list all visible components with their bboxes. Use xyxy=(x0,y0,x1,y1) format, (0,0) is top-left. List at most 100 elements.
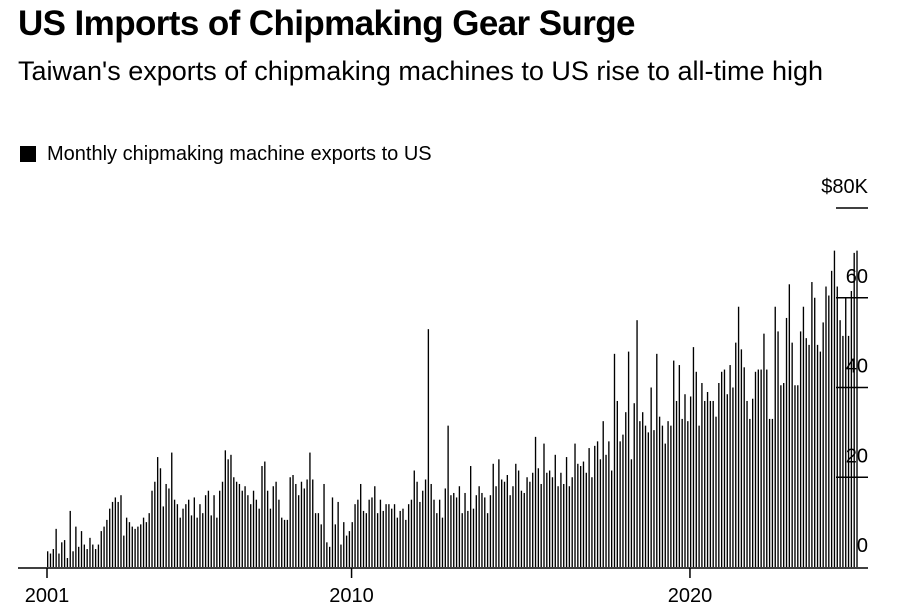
bar xyxy=(749,418,751,567)
bar xyxy=(419,501,421,567)
bar xyxy=(458,486,461,567)
bar xyxy=(650,387,652,567)
bar xyxy=(836,286,838,567)
bar xyxy=(145,522,148,568)
bar xyxy=(106,519,108,567)
bar xyxy=(286,519,289,567)
bar xyxy=(407,504,410,567)
bar xyxy=(365,513,368,567)
bar xyxy=(577,463,579,567)
bar xyxy=(235,481,238,567)
bar xyxy=(83,544,86,567)
bar xyxy=(278,499,280,567)
bar xyxy=(340,544,342,567)
bar xyxy=(295,483,297,567)
bar xyxy=(486,513,489,567)
bar xyxy=(763,333,765,567)
bar xyxy=(574,443,576,567)
bar xyxy=(794,385,796,567)
bar xyxy=(842,335,844,567)
bar xyxy=(526,477,528,567)
bar xyxy=(317,513,320,567)
bar xyxy=(484,497,486,567)
bar xyxy=(92,544,94,567)
bar xyxy=(61,542,63,567)
bar xyxy=(752,398,754,567)
bar xyxy=(670,425,672,567)
bar xyxy=(658,416,661,567)
bar xyxy=(159,468,162,567)
bar xyxy=(100,531,102,567)
bar xyxy=(503,481,506,567)
bar xyxy=(853,252,855,568)
bar xyxy=(509,495,511,567)
bar xyxy=(444,488,446,567)
bar xyxy=(292,475,294,567)
bar xyxy=(154,481,156,567)
bar xyxy=(289,477,291,567)
bar xyxy=(588,448,590,567)
bar xyxy=(735,342,737,568)
bar xyxy=(695,371,697,567)
bar xyxy=(162,506,164,567)
bar xyxy=(687,421,689,567)
bar xyxy=(185,504,187,567)
bar xyxy=(114,497,117,567)
bar xyxy=(512,486,514,567)
bar xyxy=(627,351,630,567)
bar xyxy=(450,495,452,567)
bar xyxy=(120,495,122,567)
bar xyxy=(314,513,317,567)
bar xyxy=(368,499,370,567)
bar xyxy=(188,499,190,567)
bar xyxy=(176,504,179,567)
bar xyxy=(207,490,210,567)
bar xyxy=(799,331,802,567)
bar xyxy=(565,457,568,567)
bar xyxy=(179,517,181,567)
bar xyxy=(599,459,602,567)
bar xyxy=(199,504,201,567)
bar xyxy=(828,295,830,567)
bar xyxy=(109,508,111,567)
bar xyxy=(630,459,633,567)
bar xyxy=(517,470,520,567)
bar xyxy=(847,335,850,567)
bar xyxy=(168,488,170,567)
bar xyxy=(585,472,587,567)
bar xyxy=(757,369,759,567)
bar xyxy=(210,515,212,567)
bar xyxy=(768,418,771,567)
bar xyxy=(797,385,799,567)
bar xyxy=(453,492,455,567)
bar xyxy=(357,499,359,567)
chart-legend: Monthly chipmaking machine exports to US xyxy=(20,143,432,165)
bar xyxy=(266,490,269,567)
bar xyxy=(47,551,49,567)
bar xyxy=(563,483,565,567)
bar xyxy=(264,461,266,567)
bar xyxy=(227,459,229,567)
bar xyxy=(140,524,142,567)
bar xyxy=(165,483,167,567)
bar xyxy=(560,472,562,567)
bar xyxy=(171,452,173,567)
bar xyxy=(241,490,243,567)
bar xyxy=(371,497,373,567)
bar xyxy=(410,499,413,567)
bar xyxy=(413,470,415,567)
bar xyxy=(396,517,399,567)
bar xyxy=(470,466,472,567)
bar xyxy=(498,459,500,567)
bar xyxy=(802,306,805,567)
bar xyxy=(97,544,100,567)
bar xyxy=(436,513,438,567)
bar xyxy=(780,385,782,567)
bar xyxy=(692,347,695,567)
bar xyxy=(704,400,706,567)
bar xyxy=(117,501,119,567)
bar xyxy=(532,472,534,567)
bar xyxy=(78,546,80,567)
bar xyxy=(839,320,841,567)
bar xyxy=(63,540,66,567)
